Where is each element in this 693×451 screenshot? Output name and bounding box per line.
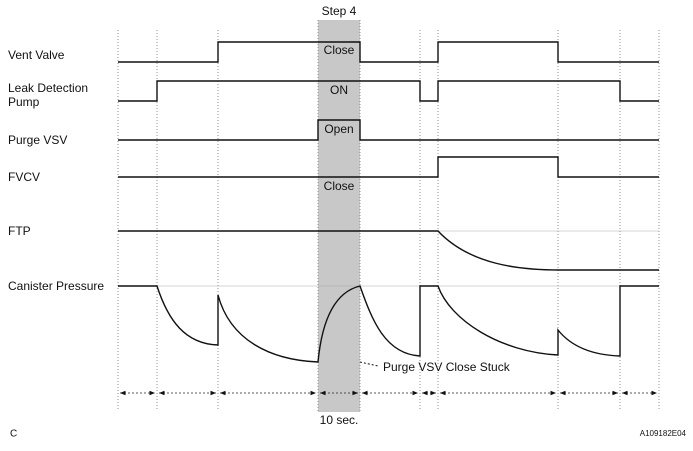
guide-lines (117, 20, 660, 412)
state-label: Close (324, 179, 355, 193)
state-label: Open (324, 122, 353, 136)
state-label: ON (330, 83, 348, 97)
duration-label: 10 sec. (320, 413, 359, 427)
signal-label: Pump (8, 95, 40, 109)
signal-label: FVCV (8, 170, 40, 184)
corner-code: C (10, 429, 17, 440)
signal-label: Leak Detection (8, 81, 88, 95)
state-label: Close (324, 43, 355, 57)
signal-label: Canister Pressure (8, 279, 104, 293)
figure-id: A109182E04 (640, 429, 687, 438)
step-label: Step 4 (322, 4, 357, 18)
signal-traces (118, 41, 659, 367)
signal-label: FTP (8, 224, 31, 238)
signal-label: Vent Valve (8, 48, 65, 62)
annotation: Purge VSV Close Stuck (383, 360, 511, 374)
step-band (318, 20, 360, 412)
signal-label: Purge VSV (8, 133, 67, 147)
